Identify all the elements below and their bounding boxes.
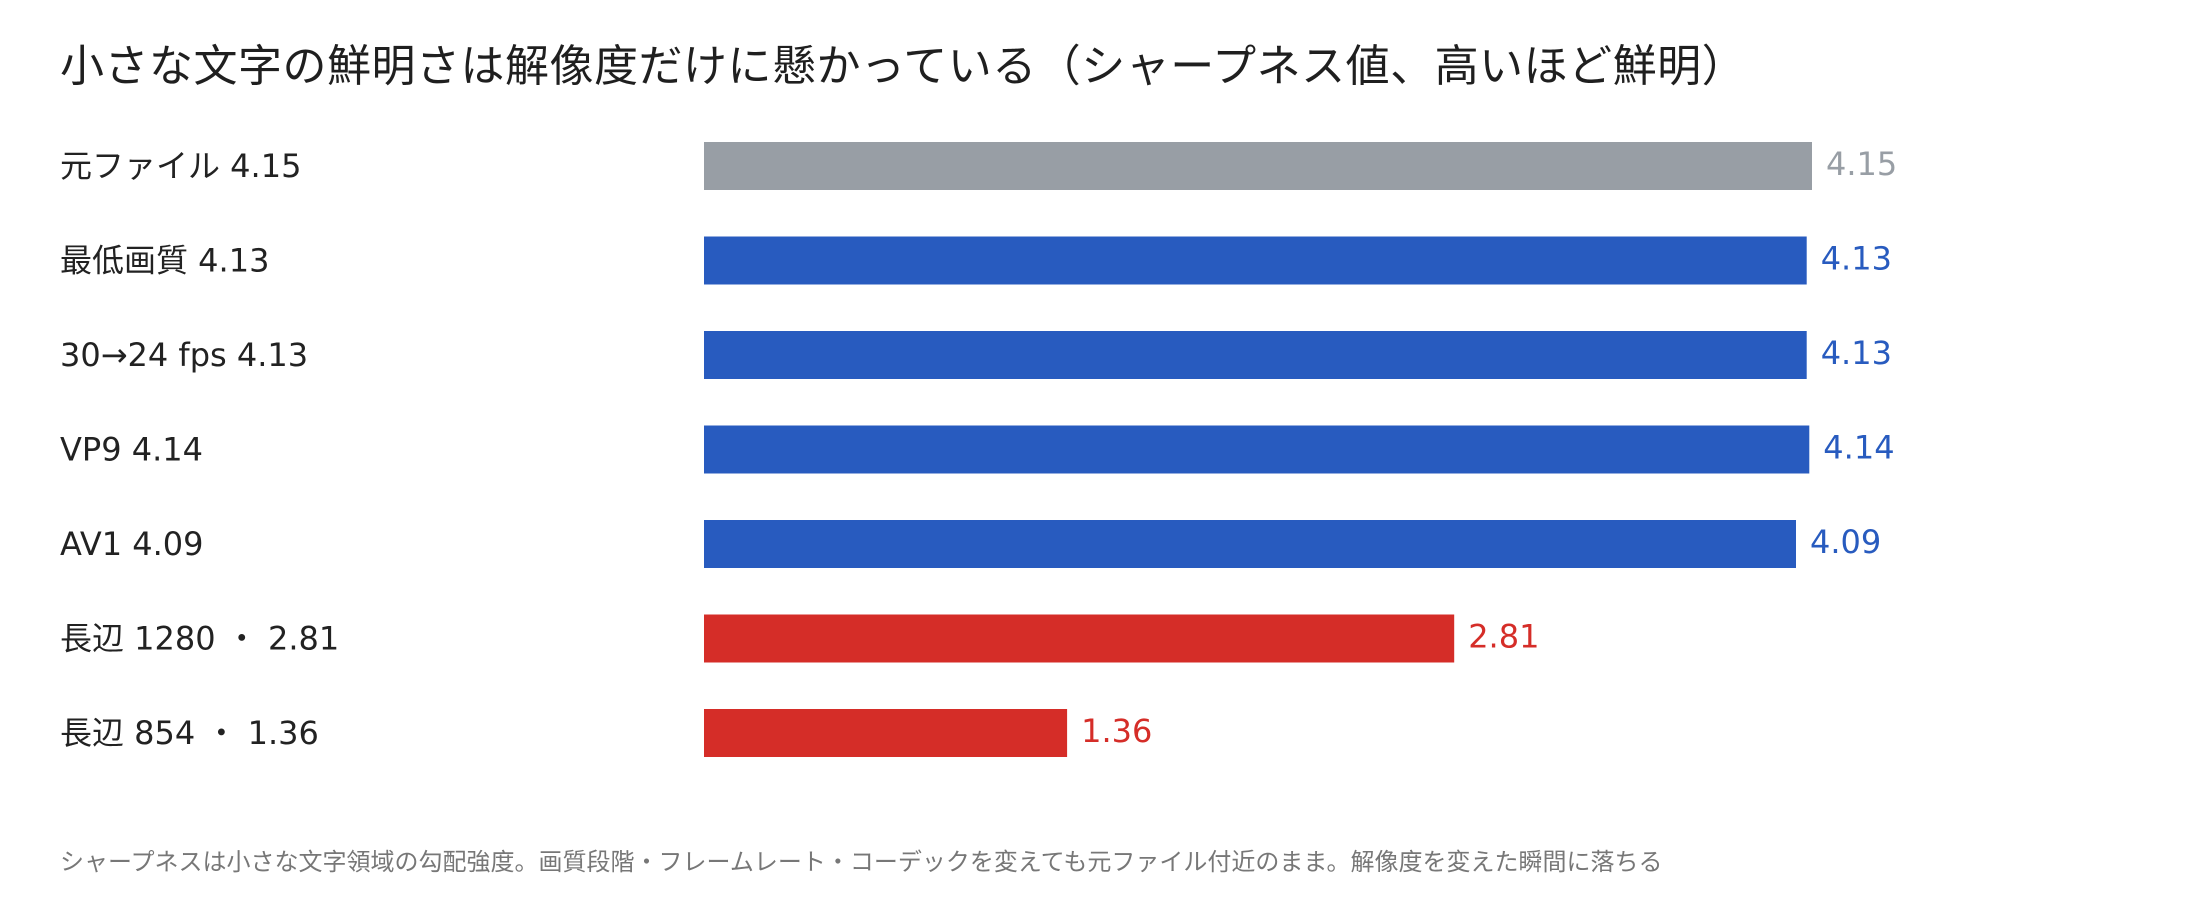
bar (704, 614, 1455, 663)
value-label: 4.09 (1810, 523, 1881, 561)
value-label: 4.13 (1821, 240, 1892, 278)
bar (704, 236, 1807, 285)
category-label: 長辺 854 ・ 1.36 (60, 714, 319, 752)
bar-chart: 元ファイル 4.15 4.15 最低画質 4.13 4.13 30→24 fps 4.1… (60, 142, 1897, 757)
bar (704, 331, 1807, 379)
bar (704, 425, 1810, 474)
value-label: 4.14 (1823, 429, 1894, 467)
chart-footnote: シャープネスは小さな文字領域の勾配強度。画質段階・フレームレート・コーデックを変… (60, 848, 1663, 876)
category-label: AV1 4.09 (60, 525, 204, 563)
chart-title: 小さな文字の鮮明さは解像度だけに懸かっている（シャープネス値、高いほど鮮明） (60, 41, 1747, 92)
value-label: 4.13 (1821, 334, 1892, 372)
bar (704, 709, 1068, 757)
category-label: VP9 4.14 (60, 431, 203, 469)
bar (704, 520, 1796, 568)
category-label: 最低画質 4.13 (60, 242, 269, 280)
category-label: 30→24 fps 4.13 (60, 336, 308, 374)
value-label: 2.81 (1468, 618, 1539, 656)
bar (704, 142, 1812, 190)
category-label: 元ファイル 4.15 (60, 147, 301, 185)
value-label: 1.36 (1081, 712, 1152, 750)
value-label: 4.15 (1826, 145, 1897, 183)
category-label: 長辺 1280 ・ 2.81 (60, 620, 339, 658)
